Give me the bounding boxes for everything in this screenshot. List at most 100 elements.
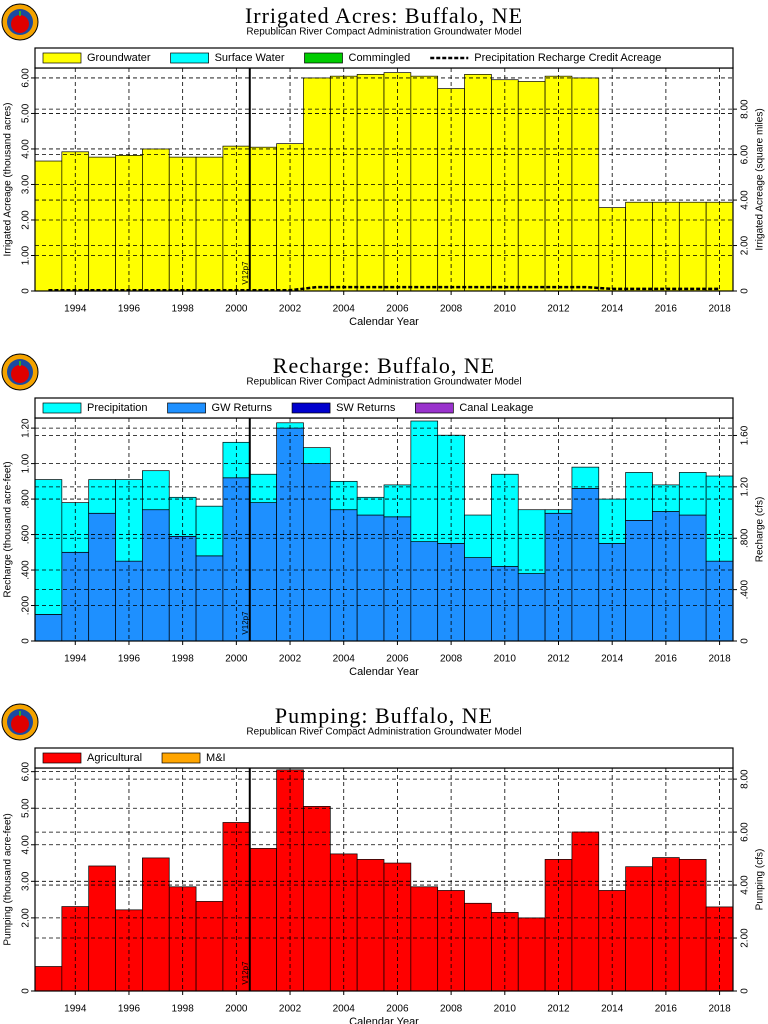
- legend-swatch: [304, 52, 343, 64]
- y-tick-label: .800: [21, 489, 32, 509]
- y-tick-label: 2.00: [21, 908, 32, 928]
- y-axis-label: Irrigated Acreage (thousand acres): [3, 103, 14, 257]
- legend-label: Precipitation: [87, 402, 148, 414]
- legend-label: GW Returns: [212, 402, 273, 414]
- bar-segment: [88, 156, 116, 292]
- y2-tick-label: 6.00: [740, 144, 751, 164]
- x-tick-label: 2000: [225, 1004, 248, 1015]
- bar-segment: [61, 906, 90, 992]
- y-tick-label: 6.00: [21, 68, 32, 88]
- x-tick-label: 2004: [333, 304, 356, 315]
- y2-tick-label: 0: [740, 988, 751, 994]
- legend-swatch: [291, 402, 331, 414]
- bar-segment: [142, 509, 170, 642]
- x-tick-label: 2000: [225, 304, 248, 315]
- bar-segment: [625, 201, 653, 292]
- bar-segment: [517, 81, 546, 292]
- y2-tick-label: 4.00: [740, 875, 751, 895]
- bar-segment: [356, 514, 385, 642]
- bar-segment: [437, 890, 465, 992]
- y-tick-label: 5.00: [21, 103, 32, 123]
- x-tick-label: 1998: [172, 304, 195, 315]
- x-tick-label: 2006: [386, 654, 409, 665]
- bar-segment: [517, 509, 546, 574]
- y2-tick-label: 1.20: [740, 477, 751, 497]
- bar-segment: [625, 472, 653, 521]
- x-tick-label: 2014: [601, 304, 624, 315]
- bar-segment: [249, 848, 277, 992]
- y-axis-label: Pumping (thousand acre-feet): [3, 813, 14, 945]
- y2-axis-label: Recharge (cfs): [755, 497, 766, 563]
- logo-apple: [11, 715, 29, 733]
- legend-swatch: [167, 402, 206, 414]
- x-tick-label: 2006: [386, 1004, 409, 1015]
- y-tick-label: 0: [21, 288, 32, 294]
- x-tick-label: 1994: [64, 304, 87, 315]
- bar-segment: [678, 472, 707, 516]
- logo: [1, 3, 39, 41]
- y-tick-label: .400: [21, 560, 32, 580]
- y-tick-label: 1.00: [21, 453, 32, 473]
- chart-subtitle: Republican River Compact Administration …: [246, 377, 521, 388]
- chart-subtitle: Republican River Compact Administration …: [246, 27, 521, 38]
- y-tick-label: 3.00: [21, 174, 32, 194]
- logo-stem: [19, 711, 21, 716]
- line-series: [48, 285, 720, 292]
- bar-segment: [410, 75, 439, 292]
- x-tick-label: 2006: [386, 304, 409, 315]
- x-tick-label: 2010: [494, 304, 517, 315]
- chart-subtitle: Republican River Compact Administration …: [246, 727, 521, 738]
- y-tick-label: 5.00: [21, 798, 32, 818]
- x-axis-label: Calendar Year: [349, 1016, 419, 1024]
- bar-segment: [34, 966, 63, 992]
- x-tick-label: 1998: [172, 1004, 195, 1015]
- bar-segment: [678, 859, 707, 992]
- bar-segment: [625, 866, 653, 992]
- bar-segment: [34, 479, 63, 615]
- x-tick-label: 2018: [708, 1004, 731, 1015]
- legend-swatch: [170, 52, 209, 64]
- x-tick-label: 2008: [440, 304, 463, 315]
- y-axis-label: Recharge (thousand acre-feet): [3, 461, 14, 597]
- x-tick-label: 2018: [708, 654, 731, 665]
- bar-segment: [195, 156, 224, 292]
- y-tick-label: 3.00: [21, 871, 32, 891]
- bar-segment: [464, 902, 492, 992]
- bar-segment: [249, 502, 277, 642]
- legend-label: Commingled: [349, 52, 411, 64]
- x-tick-label: 1996: [118, 304, 141, 315]
- legend-box: [34, 747, 734, 769]
- y2-tick-label: 0: [740, 288, 751, 294]
- bar-segment: [34, 614, 63, 642]
- y-tick-label: 4.00: [21, 139, 32, 159]
- bar-segment: [598, 890, 626, 992]
- y2-tick-label: 8.00: [740, 769, 751, 789]
- y-tick-label: 2.00: [21, 210, 32, 230]
- x-tick-label: 2016: [655, 1004, 678, 1015]
- y-tick-label: 4.00: [21, 835, 32, 855]
- y2-axis-label: Pumping (cfs): [755, 849, 766, 911]
- bar-segment: [464, 557, 492, 642]
- x-tick-label: 2014: [601, 1004, 624, 1015]
- bar-segment: [303, 806, 331, 992]
- logo: [1, 703, 39, 741]
- x-tick-label: 2004: [333, 1004, 356, 1015]
- bar-segment: [249, 146, 277, 292]
- legend-swatch: [42, 402, 82, 414]
- x-tick-label: 2012: [547, 304, 570, 315]
- x-tick-label: 2012: [547, 1004, 570, 1015]
- bar-segment: [34, 160, 63, 292]
- x-tick-label: 2002: [279, 654, 302, 665]
- bar-segment: [195, 505, 224, 557]
- x-tick-label: 2008: [440, 654, 463, 665]
- legend-label: SW Returns: [336, 402, 396, 414]
- x-tick-label: 2004: [333, 654, 356, 665]
- y2-tick-label: 6.00: [740, 822, 751, 842]
- x-tick-label: 2018: [708, 304, 731, 315]
- bar-segment: [356, 74, 385, 292]
- y-tick-label: 1.00: [21, 245, 32, 265]
- x-tick-label: 2012: [547, 654, 570, 665]
- bar-segment: [571, 831, 600, 992]
- legend-box: [34, 47, 734, 69]
